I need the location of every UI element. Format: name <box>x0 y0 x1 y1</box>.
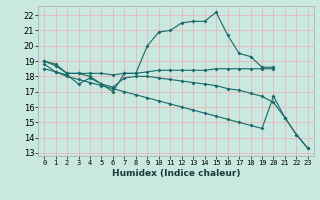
X-axis label: Humidex (Indice chaleur): Humidex (Indice chaleur) <box>112 169 240 178</box>
